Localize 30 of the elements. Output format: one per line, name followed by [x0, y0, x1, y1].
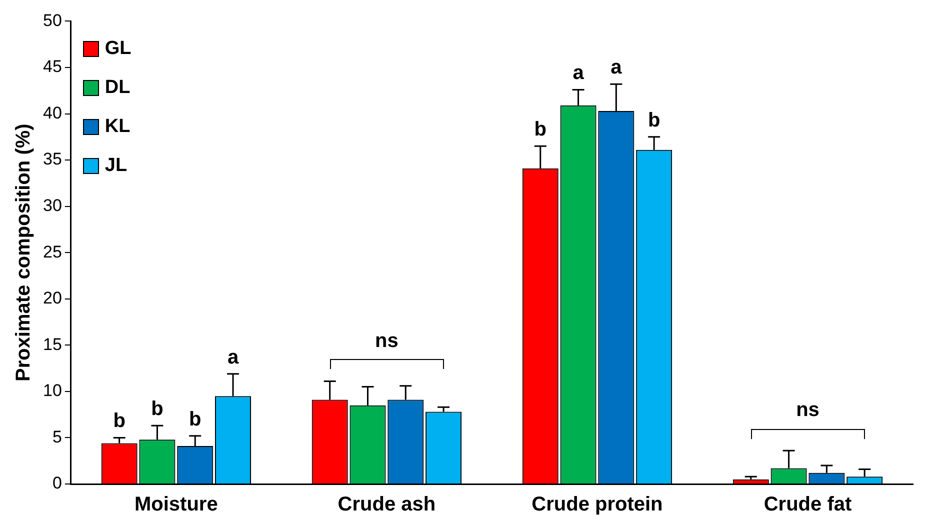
y-tick-label: 45	[42, 57, 62, 76]
y-tick-label: 10	[42, 381, 62, 400]
data-label: b	[151, 398, 164, 420]
legend-label: GL	[104, 38, 132, 60]
data-label: b	[113, 410, 126, 432]
y-tick-label: 20	[42, 288, 62, 308]
y-tick-label: 35	[42, 150, 62, 169]
x-tick-label: Crude ash	[338, 494, 436, 516]
x-tick-label: Moisture	[134, 494, 218, 516]
x-tick-label: Crude fat	[764, 494, 852, 516]
legend-label: DL	[104, 76, 130, 99]
data-label: a	[227, 346, 240, 368]
y-tick-label: 25	[42, 242, 62, 262]
y-tick-label: 30	[42, 196, 62, 216]
annotation: ns	[796, 399, 820, 422]
legend-label: JL	[104, 154, 128, 177]
data-label: b	[534, 118, 546, 141]
y-tick-label: 5	[52, 427, 62, 446]
legend-label: KL	[104, 116, 130, 138]
data-label: b	[648, 109, 660, 132]
y-axis-title: Proximate composition (%)	[12, 124, 35, 382]
y-tick-label: 40	[42, 103, 62, 122]
y-tick-label: 50	[42, 10, 62, 30]
y-tick-label: 15	[42, 334, 62, 354]
y-tick-label: 0	[52, 474, 62, 493]
data-label: b	[189, 408, 202, 430]
data-label: a	[572, 62, 585, 84]
annotation: ns	[375, 330, 398, 352]
data-label: a	[610, 56, 623, 79]
x-tick-label: Crude protein	[532, 494, 663, 516]
